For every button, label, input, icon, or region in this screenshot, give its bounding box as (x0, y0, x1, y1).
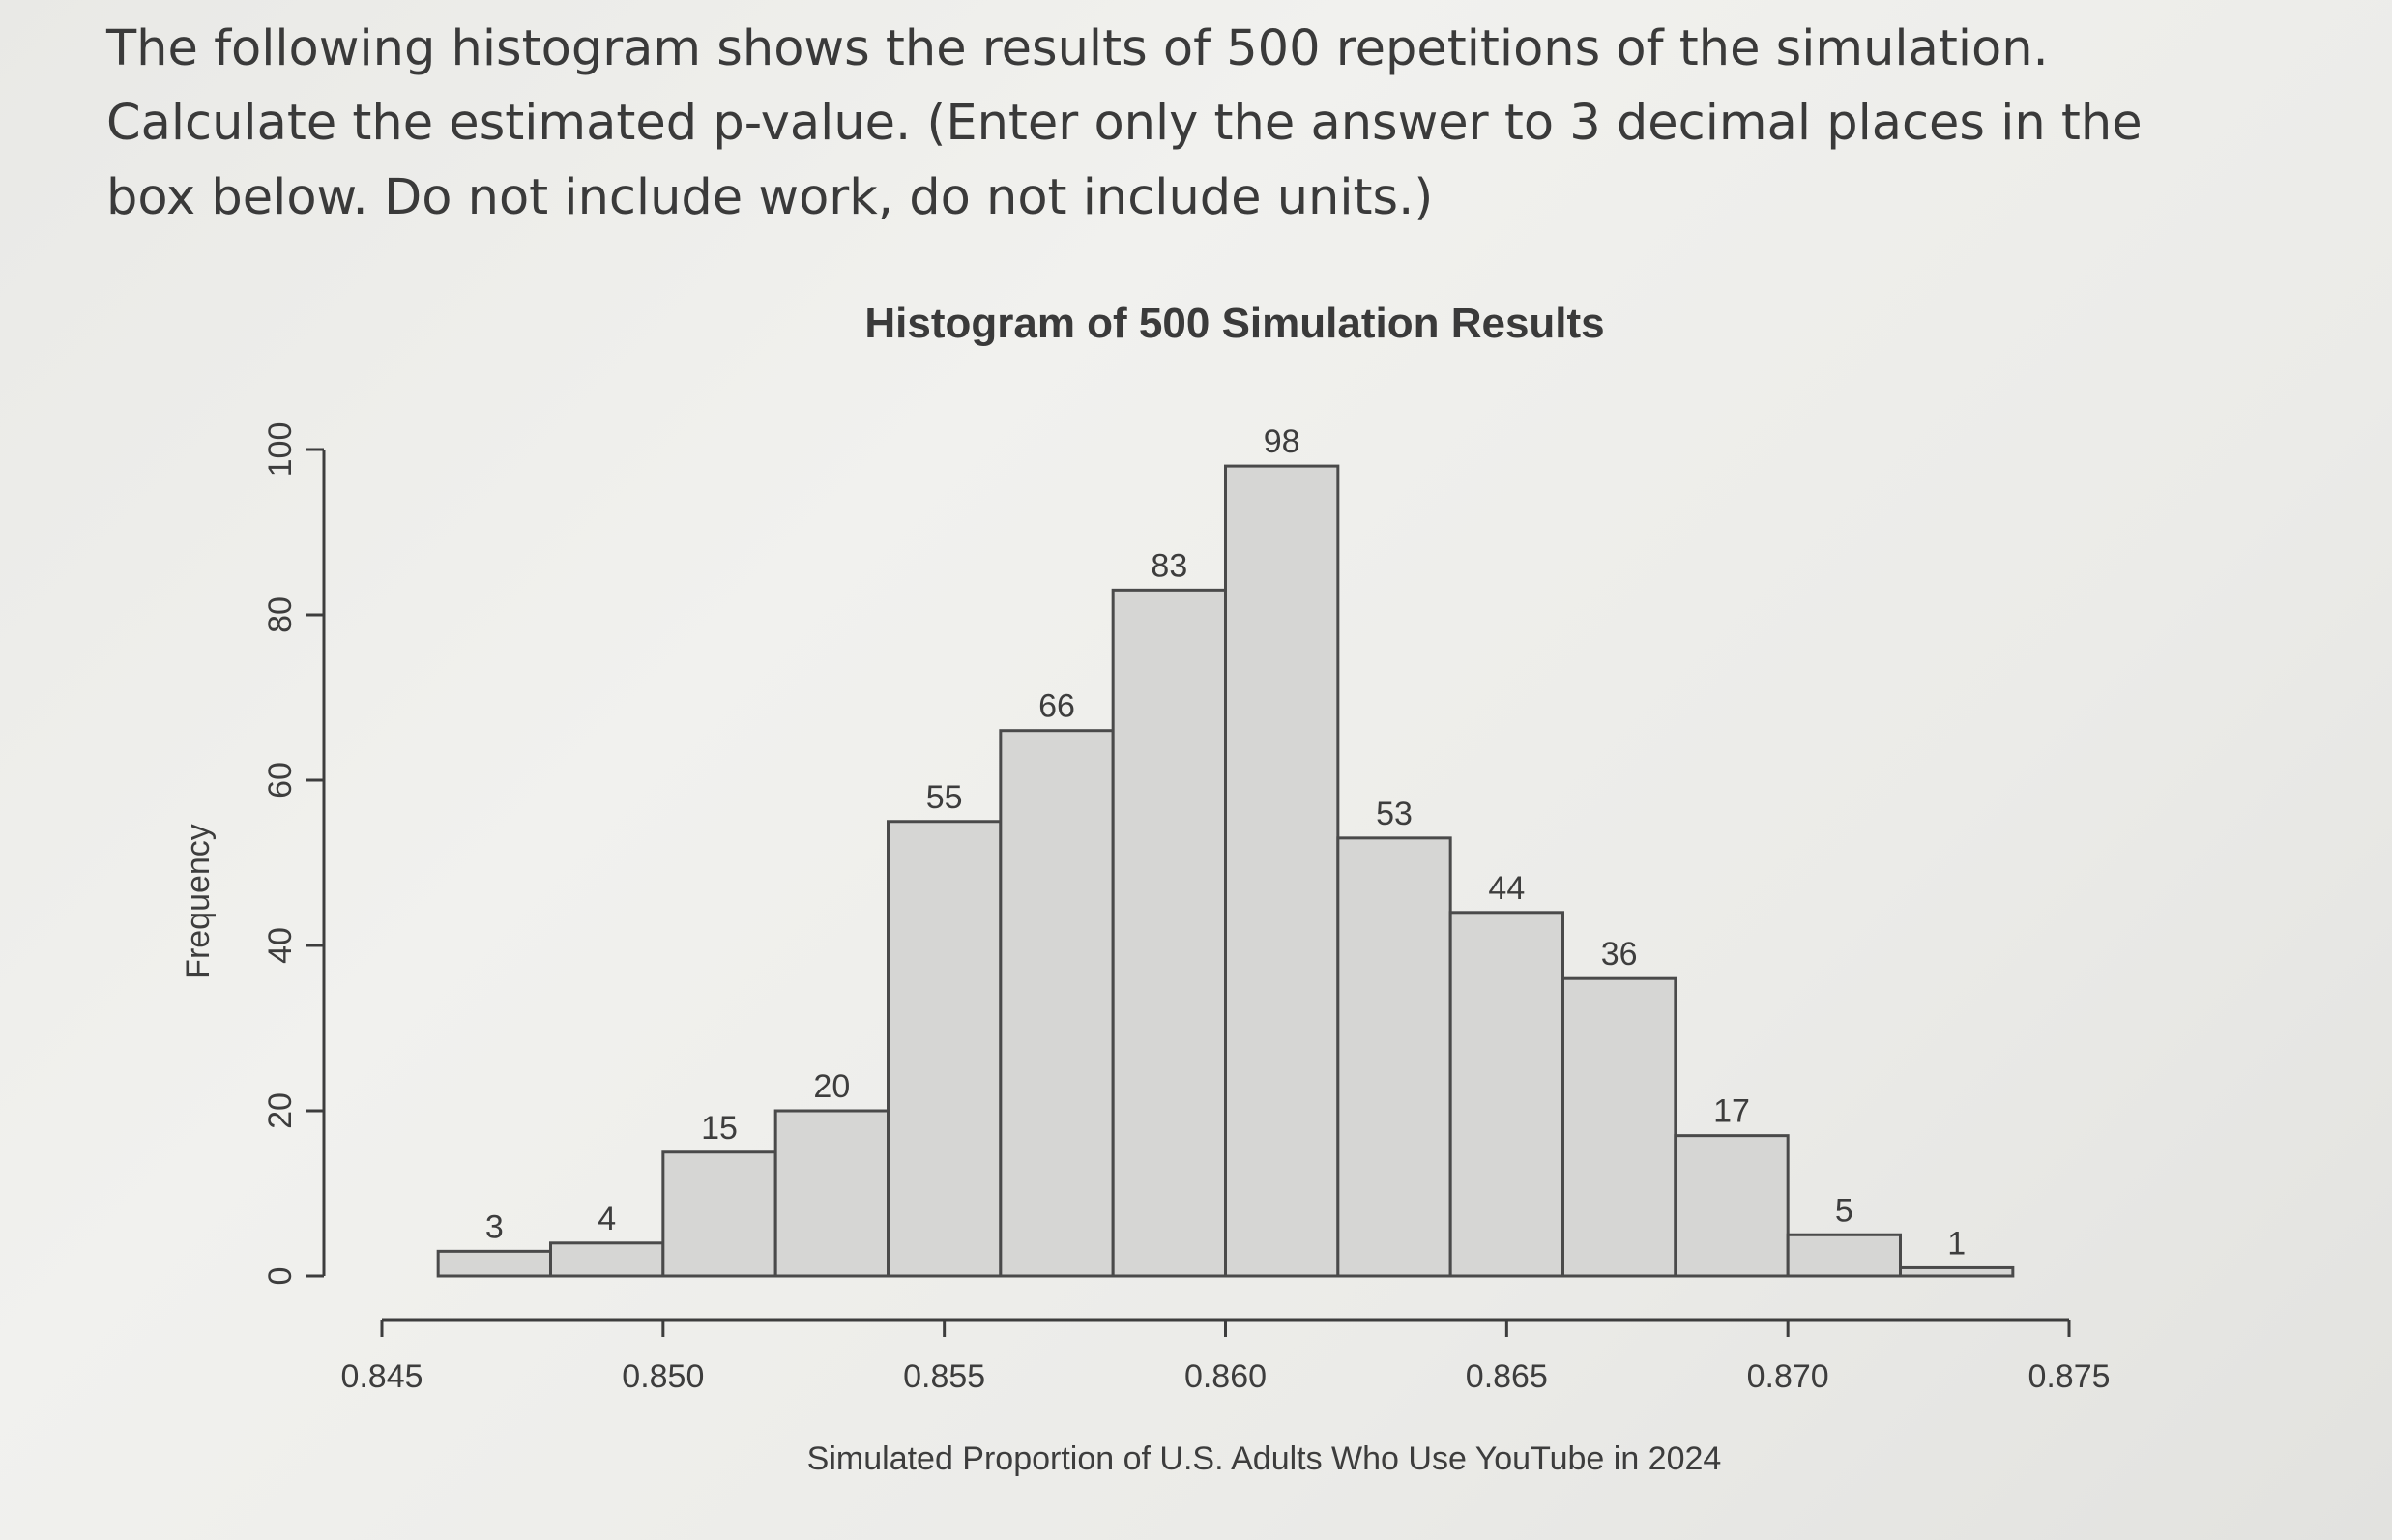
y-tick-label: 80 (262, 596, 299, 633)
bar-value-label: 36 (1601, 936, 1638, 973)
x-tick-label: 0.845 (340, 1358, 423, 1395)
bar-value-label: 17 (1713, 1093, 1750, 1130)
bar-value-label: 55 (926, 779, 963, 816)
histogram-bar (1899, 1265, 2015, 1278)
histogram-bar (436, 1249, 552, 1278)
bar-value-label: 5 (1835, 1192, 1853, 1229)
histogram-bar (1674, 1134, 1790, 1278)
bar-value-label: 66 (1038, 688, 1075, 725)
histogram-chart: Histogram of 500 Simulation Results 3 4 15… (0, 261, 2392, 1540)
y-tick-label: 0 (262, 1267, 299, 1286)
x-tick-label: 0.850 (622, 1358, 704, 1395)
histogram-bar (887, 820, 1003, 1278)
x-tick-label: 0.870 (1747, 1358, 1829, 1395)
histogram-bar (661, 1150, 777, 1278)
y-axis-label: Frequency (180, 824, 217, 979)
histogram-bar (1111, 588, 1227, 1278)
x-axis-label: Simulated Proportion of U.S. Adults Who … (807, 1440, 1722, 1477)
histogram-svg: 3 4 15 20 55 66 83 98 53 44 36 17 5 1 0 20 40 60 80 100 Freq… (180, 422, 2111, 1477)
histogram-bar (1786, 1233, 1902, 1278)
histogram-bar (549, 1241, 665, 1278)
y-tick-label: 100 (262, 422, 299, 478)
x-tick-label: 0.860 (1184, 1358, 1267, 1395)
bar-value-label: 98 (1264, 423, 1300, 460)
histogram-bar (1561, 976, 1677, 1278)
y-tick-label: 60 (262, 762, 299, 799)
histogram-bar (773, 1109, 890, 1278)
x-tick-label: 0.855 (903, 1358, 985, 1395)
histogram-bar (1336, 836, 1452, 1278)
y-tick-label: 20 (262, 1092, 299, 1129)
histogram-bar (1224, 464, 1340, 1278)
y-tick-label: 40 (262, 927, 299, 964)
bar-value-label: 44 (1488, 870, 1525, 907)
bar-value-label: 3 (485, 1208, 504, 1245)
histogram-bar (1448, 911, 1564, 1278)
bar-value-label: 20 (813, 1068, 850, 1105)
chart-title: Histogram of 500 Simulation Results (864, 300, 1605, 347)
bar-value-label: 15 (701, 1110, 738, 1147)
bar-value-label: 83 (1151, 547, 1187, 584)
x-tick-label: 0.875 (2027, 1358, 2110, 1395)
bar-value-label: 1 (1947, 1225, 1966, 1262)
histogram-bar (999, 729, 1115, 1278)
question-text: The following histogram shows the result… (106, 20, 2143, 226)
bar-value-label: 53 (1376, 796, 1413, 832)
x-tick-label: 0.865 (1466, 1358, 1548, 1395)
bar-value-label: 4 (598, 1201, 616, 1237)
